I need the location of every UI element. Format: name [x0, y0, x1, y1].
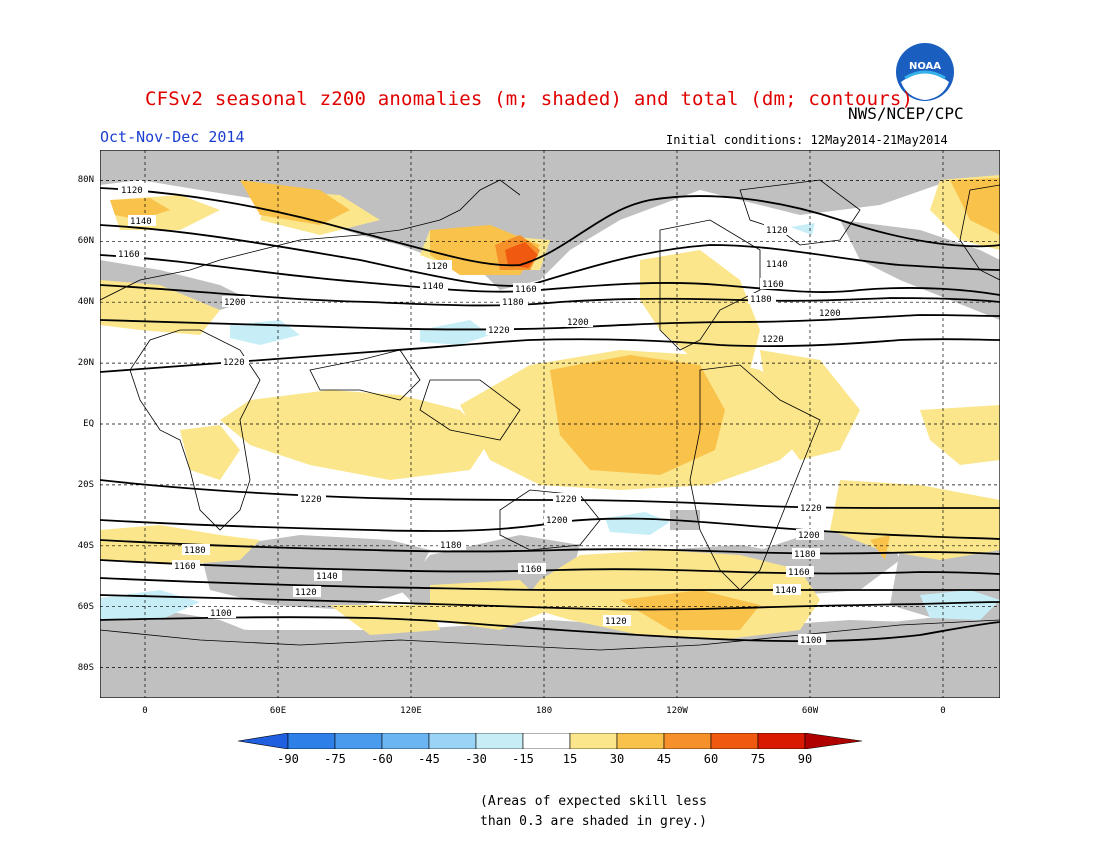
colorbar-label: 90: [797, 752, 813, 766]
lat-label: 40N: [77, 297, 94, 307]
contour-label: 1100: [800, 636, 822, 646]
contour-label: 1160: [515, 285, 537, 295]
lat-label: 40S: [77, 541, 94, 551]
contour-label: 1180: [440, 541, 462, 551]
lon-label: 120W: [666, 706, 688, 716]
lat-label: 20N: [77, 358, 94, 368]
colorbar-swatch: [616, 733, 665, 749]
colorbar-swatch: [569, 733, 618, 749]
height-contours: [100, 187, 1000, 643]
contour-label: 1220: [223, 358, 245, 368]
lat-label: 80N: [77, 175, 94, 185]
contour-label: 1200: [224, 298, 246, 308]
contour-label: 1180: [794, 550, 816, 560]
colorbar-swatch: [663, 733, 712, 749]
contour-label: 1120: [766, 226, 788, 236]
noaa-logo: NOAA: [895, 42, 955, 102]
contour-label: 1220: [555, 495, 577, 505]
contour-label: 1160: [788, 568, 810, 578]
lon-label: 180: [535, 706, 553, 716]
contour-labels: 1120 1140 1160 1200 1220 1220 1180 1160 …: [116, 184, 845, 646]
coastlines: [100, 179, 1000, 651]
lon-label: 120E: [400, 706, 422, 716]
lat-label: 60N: [77, 236, 94, 246]
contour-label: 1220: [800, 504, 822, 514]
colorbar-label: -60: [371, 752, 393, 766]
season-label: Oct-Nov-Dec 2014: [100, 128, 245, 146]
contour-label: 1160: [762, 280, 784, 290]
colorbar-swatch: [287, 733, 336, 749]
colorbar-label: 75: [750, 752, 766, 766]
lon-label: 60W: [801, 706, 819, 716]
initial-conditions-label: Initial conditions: 12May2014-21May2014: [666, 133, 948, 147]
chart-title: CFSv2 seasonal z200 anomalies (m; shaded…: [145, 88, 914, 110]
contour-label: 1180: [184, 546, 206, 556]
colorbar-arrow-low: [238, 733, 289, 749]
logo-lettering: NOAA: [909, 61, 941, 72]
lon-label: 60E: [269, 706, 287, 716]
anomaly-map: 1120 1140 1160 1200 1220 1220 1180 1160 …: [100, 150, 1000, 698]
colorbar-label: 30: [609, 752, 625, 766]
skill-note-line: than 0.3 are shaded in grey.): [480, 814, 707, 829]
contour-label: 1200: [798, 531, 820, 541]
contour-label: 1200: [567, 318, 589, 328]
colorbar-swatch: [522, 733, 571, 749]
contour-label: 1120: [426, 262, 448, 272]
contour-label: 1220: [762, 335, 784, 345]
skill-note: (Areas of expected skill less than 0.3 a…: [480, 792, 707, 832]
contour-label: 1200: [546, 516, 568, 526]
skill-note-line: (Areas of expected skill less: [480, 794, 707, 809]
colorbar-swatch: [757, 733, 806, 749]
colorbar-swatch: [334, 733, 383, 749]
lat-label: EQ: [83, 419, 94, 429]
lat-label: 80S: [77, 663, 94, 673]
colorbar-label: 45: [656, 752, 672, 766]
contour-label: 1120: [605, 617, 627, 627]
colorbar-swatch: [710, 733, 759, 749]
colorbar-label: -30: [465, 752, 487, 766]
contour-label: 1140: [316, 572, 338, 582]
contour-label: 1200: [819, 309, 841, 319]
colorbar-arrow-high: [804, 733, 862, 749]
colorbar-swatch: [475, 733, 524, 749]
contour-label: 1160: [118, 250, 140, 260]
contour-label: 1140: [422, 282, 444, 292]
contour-label: 1120: [295, 588, 317, 598]
contour-label: 1140: [130, 217, 152, 227]
colorbar-label: -90: [277, 752, 299, 766]
colorbar-swatch: [381, 733, 430, 749]
colorbar-swatch: [428, 733, 477, 749]
colorbar-label: 15: [562, 752, 578, 766]
contour-label: 1140: [766, 260, 788, 270]
contour-label: 1100: [210, 609, 232, 619]
contour-label: 1160: [174, 562, 196, 572]
colorbar-label: -75: [324, 752, 346, 766]
contour-label: 1180: [502, 298, 524, 308]
colorbar-label: 60: [703, 752, 719, 766]
lat-label: 60S: [77, 602, 94, 612]
lon-label: 0: [142, 706, 148, 716]
contour-label: 1220: [300, 495, 322, 505]
contour-label: 1140: [775, 586, 797, 596]
colorbar-label: -45: [418, 752, 440, 766]
agency-label: NWS/NCEP/CPC: [848, 104, 964, 123]
contour-label: 1160: [520, 565, 542, 575]
colorbar: [238, 733, 862, 749]
lon-label: 0: [940, 706, 946, 716]
contour-label: 1120: [121, 186, 143, 196]
contour-label: 1180: [750, 295, 772, 305]
colorbar-label: -15: [512, 752, 534, 766]
contour-label: 1220: [488, 326, 510, 336]
lat-label: 20S: [77, 480, 94, 490]
